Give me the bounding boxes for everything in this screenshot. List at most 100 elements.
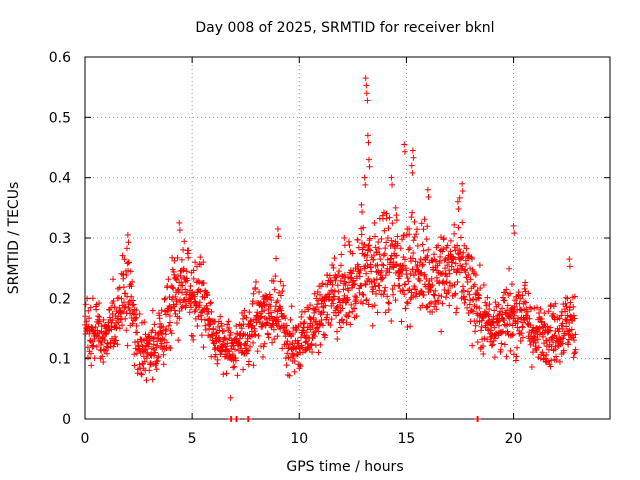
data-point	[171, 257, 178, 264]
data-point	[405, 278, 412, 285]
data-point	[141, 358, 148, 365]
data-point	[163, 326, 170, 333]
data-point	[356, 273, 363, 280]
data-point	[472, 272, 479, 279]
data-point	[559, 320, 566, 327]
data-point	[390, 291, 397, 298]
data-point	[484, 294, 491, 301]
data-point	[217, 313, 224, 320]
data-point	[392, 204, 399, 211]
data-point	[204, 305, 211, 312]
data-point	[167, 319, 174, 326]
data-point	[175, 337, 182, 344]
data-point	[462, 268, 469, 275]
data-point	[501, 341, 508, 348]
data-point	[320, 309, 327, 315]
data-point	[309, 349, 316, 356]
data-point	[121, 256, 128, 263]
data-point	[202, 322, 209, 329]
data-point	[347, 321, 354, 328]
data-point	[503, 286, 510, 293]
data-point	[247, 333, 254, 340]
data-point	[316, 291, 323, 298]
data-point	[120, 308, 127, 315]
data-point	[337, 277, 344, 284]
data-point	[467, 276, 474, 283]
data-point	[227, 394, 234, 401]
data-point	[418, 269, 425, 276]
data-point	[366, 235, 373, 242]
data-point	[430, 251, 437, 258]
data-point	[410, 272, 417, 279]
data-point	[105, 327, 112, 334]
data-point	[365, 243, 372, 250]
data-point	[210, 325, 217, 332]
data-point	[123, 327, 130, 334]
data-point	[566, 256, 573, 263]
data-point	[109, 317, 116, 324]
data-point	[265, 334, 272, 341]
data-point	[341, 235, 348, 241]
data-point	[386, 214, 393, 221]
data-point	[446, 302, 453, 309]
data-point	[186, 309, 193, 316]
data-point	[173, 319, 180, 326]
data-point	[472, 322, 479, 329]
data-point	[535, 354, 542, 361]
data-point	[123, 272, 130, 279]
data-point	[530, 324, 537, 331]
data-point	[491, 324, 498, 331]
data-point	[324, 311, 331, 318]
data-point	[99, 334, 106, 341]
data-point	[310, 314, 317, 321]
data-point	[138, 370, 145, 377]
y-tick-label: 0.3	[49, 231, 71, 247]
data-point	[129, 320, 136, 327]
data-point	[541, 310, 548, 317]
x-tick-label: 20	[505, 431, 523, 447]
data-point	[550, 303, 557, 310]
data-point	[149, 327, 156, 334]
data-point	[271, 335, 278, 342]
data-point	[431, 298, 438, 305]
data-point	[181, 238, 188, 245]
data-point	[469, 342, 476, 349]
y-tick-label: 0.4	[49, 171, 71, 187]
data-point	[110, 276, 117, 283]
data-point	[175, 288, 182, 295]
data-point	[232, 357, 239, 364]
data-point	[562, 294, 569, 301]
data-point	[311, 290, 318, 297]
data-point	[432, 287, 439, 294]
data-point	[391, 282, 398, 289]
data-point	[151, 321, 158, 328]
data-point	[540, 333, 547, 340]
data-point	[504, 328, 511, 335]
data-point	[358, 231, 365, 238]
data-point	[522, 299, 529, 306]
data-point	[352, 265, 359, 272]
data-point	[124, 231, 131, 238]
data-point	[280, 282, 287, 289]
data-point	[150, 341, 157, 348]
data-point	[309, 322, 316, 329]
data-point	[466, 291, 473, 298]
data-point	[445, 289, 452, 296]
data-point	[307, 326, 314, 333]
data-point	[435, 299, 442, 306]
data-point	[470, 308, 477, 315]
data-point	[212, 335, 219, 342]
data-point	[183, 302, 190, 309]
data-point	[343, 319, 350, 326]
data-point	[514, 344, 521, 351]
data-point	[443, 279, 450, 286]
data-point	[534, 336, 541, 343]
data-point	[409, 169, 416, 176]
data-point	[532, 339, 539, 346]
data-point	[556, 358, 563, 365]
data-point	[497, 346, 504, 353]
data-point	[373, 290, 380, 297]
data-point	[388, 255, 395, 262]
data-point	[475, 416, 481, 422]
data-point	[301, 308, 308, 315]
